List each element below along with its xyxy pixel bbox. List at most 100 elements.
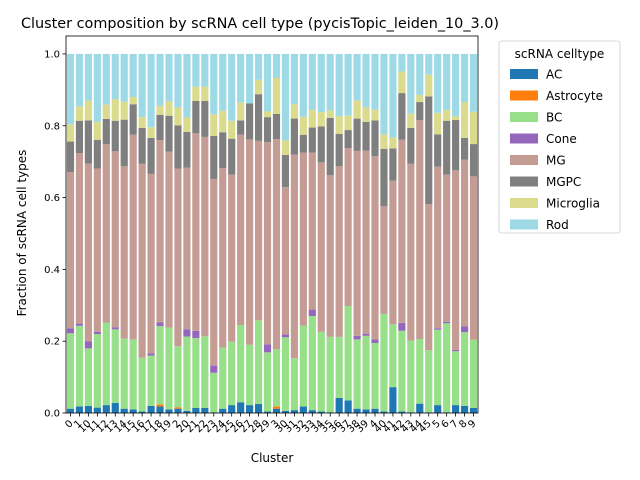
bar-segment-microglia-0 — [66, 124, 75, 142]
bar-segment-mg-38 — [353, 150, 361, 336]
bar-segment-rod-8 — [460, 53, 469, 103]
bar-segment-bc-0 — [66, 333, 75, 409]
bar-segment-bc-14 — [120, 338, 128, 409]
bar-segment-bc-6 — [443, 323, 451, 413]
bar-segment-ac-11 — [93, 407, 101, 413]
bar-segment-mgpc-45 — [425, 96, 433, 205]
legend-swatch-bc — [510, 112, 538, 122]
bar-segment-bc-10 — [84, 348, 92, 406]
bar-segment-rod-4 — [371, 53, 379, 110]
bar-segment-ac-32 — [299, 406, 307, 413]
axes-layer: 0.00.20.40.60.81.00110111213141516171819… — [44, 35, 479, 435]
bar-segment-ac-18 — [156, 406, 164, 413]
bar-segment-ac-37 — [344, 400, 352, 413]
bar-segment-rod-23 — [210, 53, 218, 115]
bar-segment-microglia-13 — [111, 99, 119, 121]
bar-segment-mg-36 — [335, 166, 343, 337]
bar-segment-mgpc-15 — [129, 104, 137, 135]
bar-segment-mgpc-18 — [156, 114, 164, 141]
bar-segment-mg-3 — [272, 139, 281, 350]
bar-segment-ac-41 — [389, 387, 397, 413]
bar-segment-ac-24 — [219, 408, 227, 413]
bar-segment-mgpc-23 — [210, 135, 218, 179]
legend-swatch-mg — [510, 155, 538, 165]
bar-segment-microglia-23 — [210, 114, 218, 136]
bar-segment-rod-21 — [192, 53, 200, 87]
bar-segment-mgpc-0 — [66, 141, 75, 173]
bar-segment-rod-13 — [111, 53, 119, 100]
bar-segment-bc-3 — [272, 349, 281, 407]
bar-segment-mgpc-43 — [407, 127, 415, 164]
bar-segment-cone-20 — [183, 329, 191, 337]
bar-segment-mg-8 — [460, 159, 469, 327]
bar-segment-microglia-43 — [407, 113, 415, 128]
legend-swatch-ac — [510, 69, 538, 79]
bar-segment-microglia-11 — [93, 121, 101, 140]
bar-segment-mg-26 — [237, 134, 245, 326]
bar-segment-bc-28 — [254, 320, 263, 405]
bar-segment-mg-1 — [75, 153, 84, 324]
bar-segment-bc-45 — [425, 350, 433, 413]
bar-segment-mg-17 — [147, 173, 155, 354]
bar-segment-mg-31 — [290, 154, 298, 359]
legend-label-astrocyte: Astrocyte — [546, 89, 603, 103]
bar-segment-bc-35 — [326, 336, 334, 413]
bar-segment-microglia-40 — [380, 134, 388, 149]
bar-segment-ac-1 — [75, 406, 84, 413]
bar-segment-bc-29 — [263, 352, 272, 412]
bar-segment-mgpc-26 — [237, 120, 245, 135]
bar-segment-microglia-25 — [228, 120, 236, 139]
bar-segment-microglia-28 — [254, 79, 263, 95]
bar-segment-microglia-24 — [219, 110, 227, 133]
bar-segment-microglia-10 — [84, 100, 92, 121]
bar-segment-cone-8 — [460, 326, 469, 333]
bar-segment-mg-30 — [281, 187, 290, 335]
bar-segment-ac-12 — [102, 405, 110, 413]
bar-segment-bc-27 — [246, 344, 254, 406]
bar-segment-mg-37 — [344, 148, 352, 306]
bar-segment-rod-14 — [120, 53, 128, 102]
bar-segment-mgpc-39 — [362, 121, 370, 151]
bar-segment-rod-6 — [443, 53, 451, 110]
bar-segment-bc-42 — [398, 330, 406, 412]
bar-segment-mgpc-29 — [263, 117, 272, 143]
bar-segment-ac-5 — [434, 405, 442, 413]
legend-swatch-microglia — [510, 198, 538, 208]
legend-label-microglia: Microglia — [546, 197, 600, 211]
bar-segment-mgpc-1 — [75, 120, 84, 154]
plot-frame — [65, 35, 479, 414]
legend-label-cone: Cone — [546, 132, 577, 146]
bar-segment-microglia-26 — [237, 102, 245, 121]
bar-segment-bc-21 — [192, 337, 200, 408]
bar-segment-astrocyte-2 — [174, 407, 182, 409]
bar-segment-bc-15 — [129, 339, 137, 410]
bar-segment-bc-1 — [75, 325, 84, 407]
bar-segment-ac-20 — [183, 410, 191, 413]
bar-segment-rod-5 — [434, 53, 442, 113]
bar-segment-mgpc-31 — [290, 118, 298, 155]
bar-segment-cone-4 — [371, 339, 379, 343]
bar-segment-mg-15 — [129, 134, 137, 340]
bar-segment-bc-7 — [452, 351, 460, 406]
bar-segment-mg-29 — [263, 142, 272, 345]
legend-swatch-rod — [510, 219, 538, 230]
bar-segment-bc-32 — [299, 325, 307, 407]
bar-segment-bc-38 — [353, 339, 361, 409]
bar-segment-mg-25 — [228, 174, 236, 342]
bar-segment-ac-21 — [192, 407, 200, 413]
bar-segment-bc-41 — [389, 324, 397, 388]
bar-segment-bc-40 — [380, 313, 388, 412]
bar-segment-microglia-7 — [452, 116, 460, 121]
bar-segment-mg-24 — [219, 168, 227, 348]
bar-segment-mg-19 — [165, 151, 173, 328]
bar-segment-mgpc-36 — [335, 134, 343, 167]
bar-segment-bc-8 — [460, 332, 469, 406]
bar-segment-ac-36 — [335, 397, 343, 413]
legend-label-ac: AC — [546, 68, 562, 82]
bar-segment-ac-28 — [254, 404, 263, 413]
bar-segment-mg-0 — [66, 172, 75, 329]
bar-segment-microglia-39 — [362, 107, 370, 122]
bar-segment-mg-4 — [371, 156, 379, 340]
y-tick-label: 1.0 — [44, 49, 60, 60]
bar-segment-bc-11 — [93, 334, 101, 408]
